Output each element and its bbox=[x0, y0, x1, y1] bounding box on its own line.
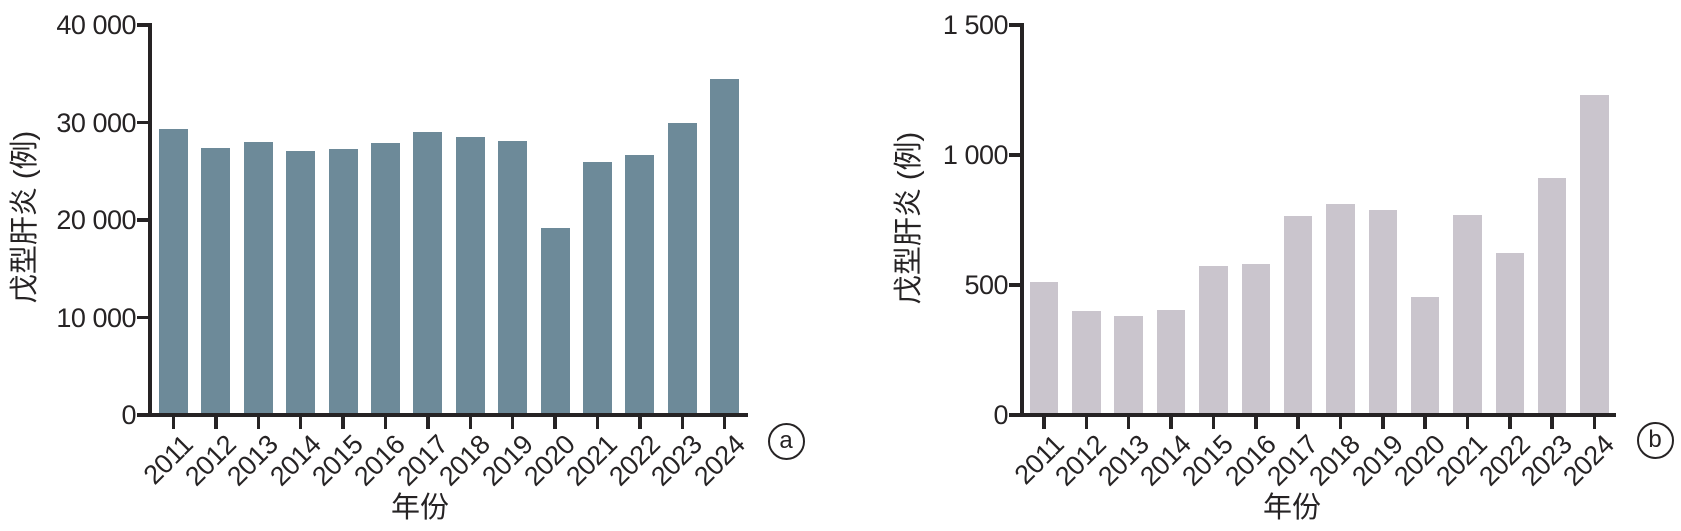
x-tick bbox=[722, 416, 727, 429]
bar-2016 bbox=[1241, 264, 1270, 415]
x-tick bbox=[1508, 416, 1512, 429]
bar-2019 bbox=[498, 141, 528, 415]
y-tick-label: 20 000 bbox=[56, 205, 136, 235]
y-tick-label: 30 000 bbox=[56, 107, 136, 138]
x-tick bbox=[680, 416, 685, 429]
x-tick bbox=[383, 416, 388, 429]
x-tick bbox=[1338, 416, 1343, 429]
x-tick bbox=[510, 416, 515, 429]
x-tick bbox=[638, 416, 642, 429]
y-tick bbox=[1009, 283, 1021, 287]
y-tick-label: 40 000 bbox=[56, 10, 136, 40]
y-tick-label: 1 500 bbox=[942, 10, 1009, 40]
bar-2022 bbox=[625, 154, 655, 415]
x-tick bbox=[553, 416, 557, 429]
bar-2020 bbox=[540, 227, 570, 415]
x-axis-label-a: 年份 bbox=[390, 492, 449, 524]
y-axis-line bbox=[1020, 23, 1024, 417]
y-tick-label: 0 bbox=[121, 400, 136, 430]
y-tick bbox=[137, 120, 149, 125]
x-tick bbox=[256, 416, 261, 429]
y-tick-label: 10 000 bbox=[56, 302, 136, 333]
panel-label-a: a bbox=[767, 422, 805, 460]
x-tick bbox=[1042, 416, 1046, 429]
bar-2016 bbox=[371, 142, 400, 415]
x-tick bbox=[171, 416, 176, 429]
bar-2022 bbox=[1495, 252, 1525, 415]
x-axis-label-b: 年份 bbox=[1262, 492, 1321, 524]
y-tick bbox=[1009, 23, 1021, 27]
y-tick bbox=[1009, 413, 1021, 417]
x-tick bbox=[1084, 416, 1089, 429]
bar-2023 bbox=[667, 123, 697, 415]
x-tick bbox=[1126, 416, 1131, 429]
x-tick bbox=[1169, 416, 1173, 429]
bar-2024 bbox=[1580, 95, 1609, 415]
bar-2020 bbox=[1410, 296, 1440, 415]
y-tick bbox=[1009, 153, 1021, 157]
x-tick bbox=[1381, 416, 1385, 429]
x-tick bbox=[214, 416, 218, 429]
panel-letter-a: a bbox=[779, 427, 793, 454]
panel-label-b: b bbox=[1636, 421, 1674, 459]
bar-2012 bbox=[1072, 311, 1101, 415]
x-tick bbox=[341, 416, 345, 429]
bar-2013 bbox=[243, 142, 273, 415]
x-tick bbox=[1592, 416, 1597, 429]
bar-2015 bbox=[328, 148, 358, 415]
y-axis-label-b: 戊型肝炎 (例) bbox=[893, 131, 925, 305]
x-tick bbox=[426, 416, 430, 429]
bar-2015 bbox=[1199, 265, 1228, 415]
bar-2011 bbox=[159, 129, 188, 415]
bar-2017 bbox=[413, 132, 443, 415]
bar-2012 bbox=[201, 147, 231, 415]
bar-2021 bbox=[1453, 214, 1482, 415]
bar-2014 bbox=[286, 150, 316, 415]
y-tick-label: 1 000 bbox=[942, 140, 1009, 170]
x-tick bbox=[1296, 416, 1300, 429]
x-tick bbox=[1550, 416, 1554, 429]
x-axis-line bbox=[148, 413, 748, 417]
bar-2019 bbox=[1368, 209, 1398, 415]
bar-2017 bbox=[1283, 216, 1313, 415]
y-tick bbox=[137, 413, 149, 417]
x-tick-label-2024: 2024 bbox=[1557, 429, 1621, 492]
bar-2014 bbox=[1156, 309, 1186, 415]
y-axis-line bbox=[148, 23, 152, 417]
x-tick bbox=[1211, 416, 1216, 429]
panel-letter-b: b bbox=[1648, 426, 1662, 453]
y-tick-label: 500 bbox=[964, 270, 1008, 300]
bar-2024 bbox=[710, 78, 740, 415]
y-tick-label: 0 bbox=[993, 400, 1008, 430]
bar-2018 bbox=[455, 137, 485, 415]
x-tick bbox=[298, 416, 303, 429]
x-tick bbox=[1254, 416, 1258, 429]
x-tick bbox=[1423, 416, 1427, 429]
x-tick bbox=[595, 416, 600, 429]
y-tick bbox=[137, 218, 149, 222]
x-axis-line bbox=[1020, 413, 1616, 417]
x-tick bbox=[468, 416, 473, 429]
y-tick bbox=[137, 23, 149, 27]
x-tick bbox=[1465, 416, 1470, 429]
bar-2023 bbox=[1537, 178, 1567, 415]
bar-2018 bbox=[1326, 204, 1355, 415]
bar-2013 bbox=[1114, 316, 1143, 415]
y-tick bbox=[137, 315, 149, 320]
bar-2011 bbox=[1029, 282, 1059, 415]
bar-2021 bbox=[583, 161, 612, 415]
